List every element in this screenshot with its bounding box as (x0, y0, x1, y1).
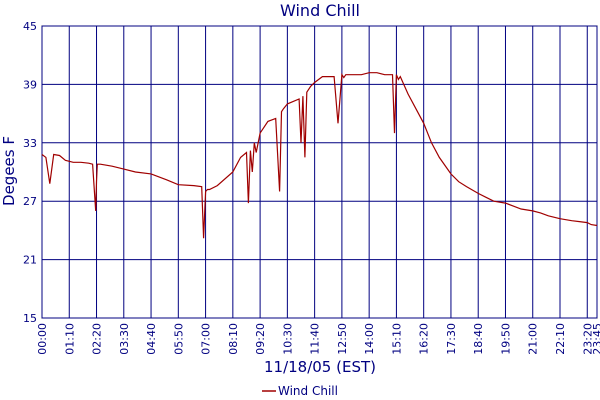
series-line-wind-chill (41, 72, 598, 239)
chart-title: Wind Chill (280, 1, 360, 20)
x-tick-label: 01:10 (63, 323, 76, 355)
x-tick-label: 10:30 (281, 323, 294, 355)
y-axis-label: Degees F (0, 136, 18, 206)
x-tick-label: 00:00 (36, 323, 49, 355)
x-tick-label: 08:10 (227, 323, 240, 355)
x-tick-label: 05:50 (172, 323, 185, 355)
x-tick-label: 21:00 (527, 323, 540, 355)
x-tick-label: 15:10 (390, 323, 403, 355)
x-tick-label: 14:00 (363, 323, 376, 355)
x-tick-label: 23:45 (591, 323, 600, 355)
y-tick-label: 39 (23, 78, 37, 91)
plot-frame (41, 25, 598, 319)
legend-label: Wind Chill (278, 384, 338, 398)
y-tick-label: 45 (23, 20, 37, 33)
x-tick-labels: 00:00 01:10 02:20 03:30 04:40 05:50 07:00 08:10… (36, 323, 600, 355)
x-tick-label: 16:20 (418, 323, 431, 355)
x-tick-label: 12:50 (336, 323, 349, 355)
x-tick-label: 18:40 (472, 323, 485, 355)
y-tick-label: 33 (23, 137, 37, 150)
x-tick-label: 03:30 (118, 323, 131, 355)
x-tick-label: 09:20 (254, 323, 267, 355)
x-tick-label: 07:00 (200, 323, 213, 355)
plot-area (41, 25, 598, 319)
x-tick-label: 22:10 (554, 323, 567, 355)
x-tick-label: 19:50 (499, 323, 512, 355)
y-tick-label: 21 (23, 254, 37, 267)
y-tick-label: 27 (23, 195, 37, 208)
legend: Wind Chill (262, 384, 338, 398)
x-axis-label: 11/18/05 (EST) (264, 358, 376, 376)
x-tick-label: 23:20 (581, 323, 594, 355)
x-tick-label: 02:20 (91, 323, 104, 355)
y-tick-labels: 15 21 27 33 39 45 (23, 20, 37, 325)
x-tick-label: 17:30 (445, 323, 458, 355)
y-tick-label: 15 (23, 312, 37, 325)
x-tick-label: 11:40 (309, 323, 322, 355)
x-tick-label: 04:40 (145, 323, 158, 355)
